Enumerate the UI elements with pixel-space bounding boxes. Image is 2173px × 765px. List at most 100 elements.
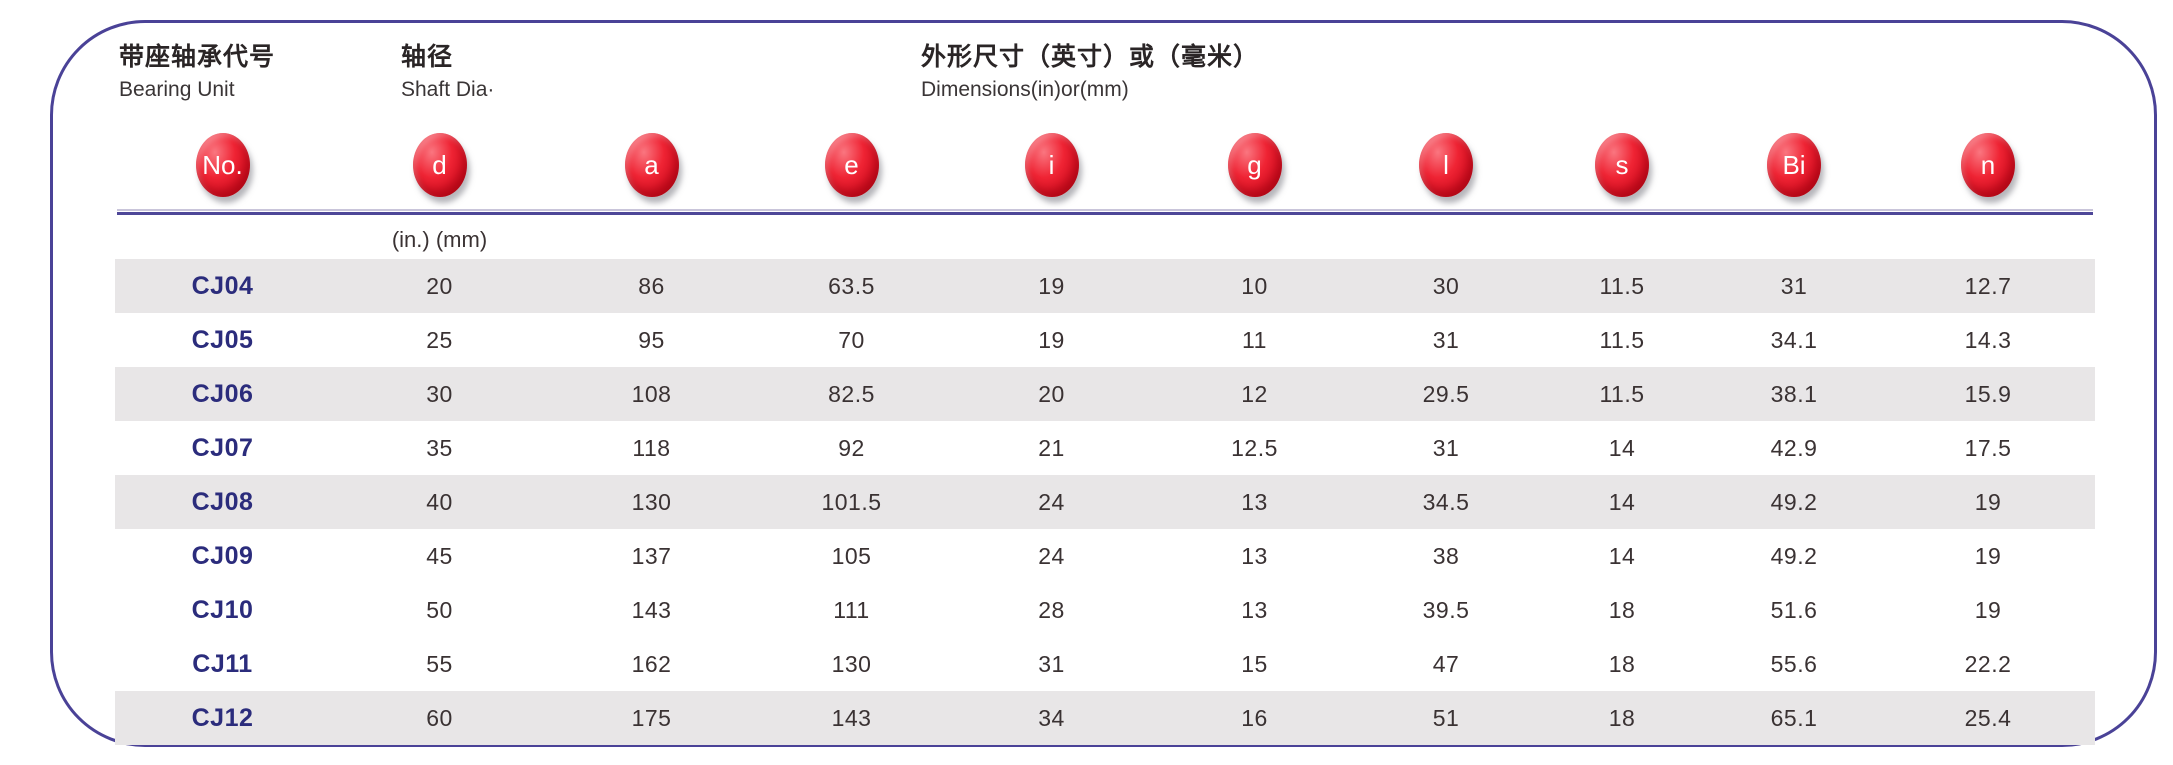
- column-badge-s: s: [1595, 133, 1649, 197]
- dimension-value: 34.5: [1422, 488, 1470, 515]
- dimension-value: 50: [426, 596, 453, 623]
- table-row-cj05: CJ05 25 95 70 19 11 31 11.5 34.1 14.3: [115, 313, 2095, 367]
- header-shaft-dia-zh: 轴径: [401, 43, 454, 71]
- dimension-value: 49.2: [1770, 488, 1818, 515]
- dimension-value: 34.1: [1770, 326, 1818, 353]
- dimension-value: 21: [1038, 434, 1065, 461]
- dimension-value: 34: [1038, 704, 1065, 731]
- dimension-value: 101.5: [821, 488, 882, 515]
- dimension-value: 65.1: [1770, 704, 1818, 731]
- column-badge-bi: Bi: [1767, 133, 1821, 197]
- dimension-value: 16: [1241, 704, 1268, 731]
- dimension-value: 35: [426, 434, 453, 461]
- header-shaft-dia: 轴径 Shaft Dia·: [401, 37, 494, 102]
- dimension-value: 63.5: [828, 272, 875, 299]
- dimension-value: 20: [426, 272, 453, 299]
- badge-row: No. d a e i g l s Bi n: [115, 131, 2095, 199]
- dimension-value: 22.2: [1964, 650, 2012, 677]
- dimension-value: 15: [1241, 650, 1268, 677]
- dimension-value: 86: [638, 272, 665, 299]
- column-badge-e: e: [824, 133, 879, 197]
- dimension-value: 19: [1974, 596, 2002, 623]
- dimension-value: 39.5: [1422, 596, 1470, 623]
- dimension-value: 70: [838, 326, 865, 353]
- dimension-value: 12: [1241, 380, 1268, 407]
- table-row-cj07: CJ07 35 118 92 21 12.5 31 14 42.9 17.5: [115, 421, 2095, 475]
- dimension-value: 55: [426, 650, 453, 677]
- dimension-value: 111: [833, 596, 870, 623]
- dimension-value: 10: [1241, 272, 1268, 299]
- dimension-value: 143: [831, 704, 872, 731]
- table-row-cj11: CJ11 55 162 130 31 15 47 18 55.6 22.2: [115, 637, 2095, 691]
- dimension-value: 13: [1241, 542, 1268, 569]
- unit-note: (in.) (mm): [391, 227, 488, 252]
- dimension-value: 11: [1242, 326, 1267, 353]
- dimension-value: 31: [1432, 434, 1460, 461]
- column-badge-l: l: [1419, 133, 1473, 197]
- dimension-value: 60: [426, 704, 453, 731]
- dimension-value: 14: [1608, 434, 1636, 461]
- table-row-cj10: CJ10 50 143 111 28 13 39.5 18 51.6 19: [115, 583, 2095, 637]
- dimension-value: 14: [1608, 542, 1636, 569]
- table-row-cj06: CJ06 30 108 82.5 20 12 29.5 11.5 38.1 15.9: [115, 367, 2095, 421]
- dimension-value: 143: [631, 596, 672, 623]
- dimension-value: 51.6: [1770, 596, 1818, 623]
- dimension-value: 24: [1038, 542, 1065, 569]
- table-row-cj08: CJ08 40 130 101.5 24 13 34.5 14 49.2 19: [115, 475, 2095, 529]
- header-dimensions-en: Dimensions(in)or(mm): [921, 78, 1129, 101]
- dimension-value: 47: [1432, 650, 1460, 677]
- dimension-value: 19: [1974, 542, 2002, 569]
- bearing-code: CJ05: [191, 325, 254, 354]
- header-bearing-unit-zh: 带座轴承代号: [119, 43, 276, 71]
- table-row-cj04: CJ04 20 86 63.5 19 10 30 11.5 31 12.7: [115, 259, 2095, 313]
- header-separator-line: [117, 209, 2093, 215]
- dimension-value: 105: [831, 542, 872, 569]
- dimension-value: 25.4: [1964, 704, 2012, 731]
- dimension-value: 175: [631, 704, 672, 731]
- dimension-value: 55.6: [1770, 650, 1818, 677]
- dimension-value: 19: [1038, 326, 1065, 353]
- bearing-code: CJ07: [191, 433, 254, 462]
- dimension-value: 92: [838, 434, 865, 461]
- dimension-value: 31: [1038, 650, 1065, 677]
- dimension-value: 11.5: [1599, 272, 1645, 299]
- column-badge-d: d: [412, 133, 467, 197]
- dimension-value: 25: [426, 326, 453, 353]
- dimension-value: 28: [1038, 596, 1065, 623]
- dimension-value: 14.3: [1964, 326, 2012, 353]
- dimension-value: 108: [631, 380, 672, 407]
- dimension-value: 20: [1038, 380, 1065, 407]
- dimension-value: 45: [426, 542, 453, 569]
- column-badge-g: g: [1227, 133, 1282, 197]
- bearing-code: CJ12: [191, 703, 254, 732]
- header-dimensions-zh: 外形尺寸（英寸）或（毫米）: [921, 43, 1260, 71]
- dimension-value: 14: [1608, 488, 1636, 515]
- dimension-value: 18: [1608, 704, 1636, 731]
- bearing-code: CJ09: [191, 541, 254, 570]
- column-badge-i: i: [1024, 133, 1079, 197]
- dimension-value: 130: [631, 488, 672, 515]
- dimension-value: 118: [632, 434, 671, 461]
- column-badge-a: a: [624, 133, 679, 197]
- bearing-code: CJ11: [192, 649, 253, 678]
- header-shaft-dia-en: Shaft Dia·: [401, 78, 495, 101]
- dimension-value: 18: [1608, 650, 1636, 677]
- dimension-value: 13: [1241, 488, 1268, 515]
- dimension-value: 31: [1780, 272, 1808, 299]
- bearing-code: CJ04: [191, 271, 254, 300]
- bearing-code: CJ08: [191, 487, 254, 516]
- bearing-code: CJ06: [191, 379, 254, 408]
- dimension-value: 13: [1241, 596, 1268, 623]
- column-badge-n: n: [1961, 133, 2015, 197]
- dimension-value: 82.5: [828, 380, 875, 407]
- header-dimensions: 外形尺寸（英寸）或（毫米） Dimensions(in)or(mm): [921, 37, 1259, 102]
- dimension-value: 11.5: [1599, 380, 1645, 407]
- dimension-value: 42.9: [1770, 434, 1818, 461]
- dimension-value: 19: [1038, 272, 1065, 299]
- dimension-value: 40: [426, 488, 453, 515]
- header-bearing-unit-en: Bearing Unit: [119, 78, 235, 101]
- dimension-value: 30: [1432, 272, 1460, 299]
- header-bearing-unit: 带座轴承代号 Bearing Unit: [119, 37, 275, 102]
- bearing-code: CJ10: [191, 595, 254, 624]
- dimension-value: 38: [1432, 542, 1460, 569]
